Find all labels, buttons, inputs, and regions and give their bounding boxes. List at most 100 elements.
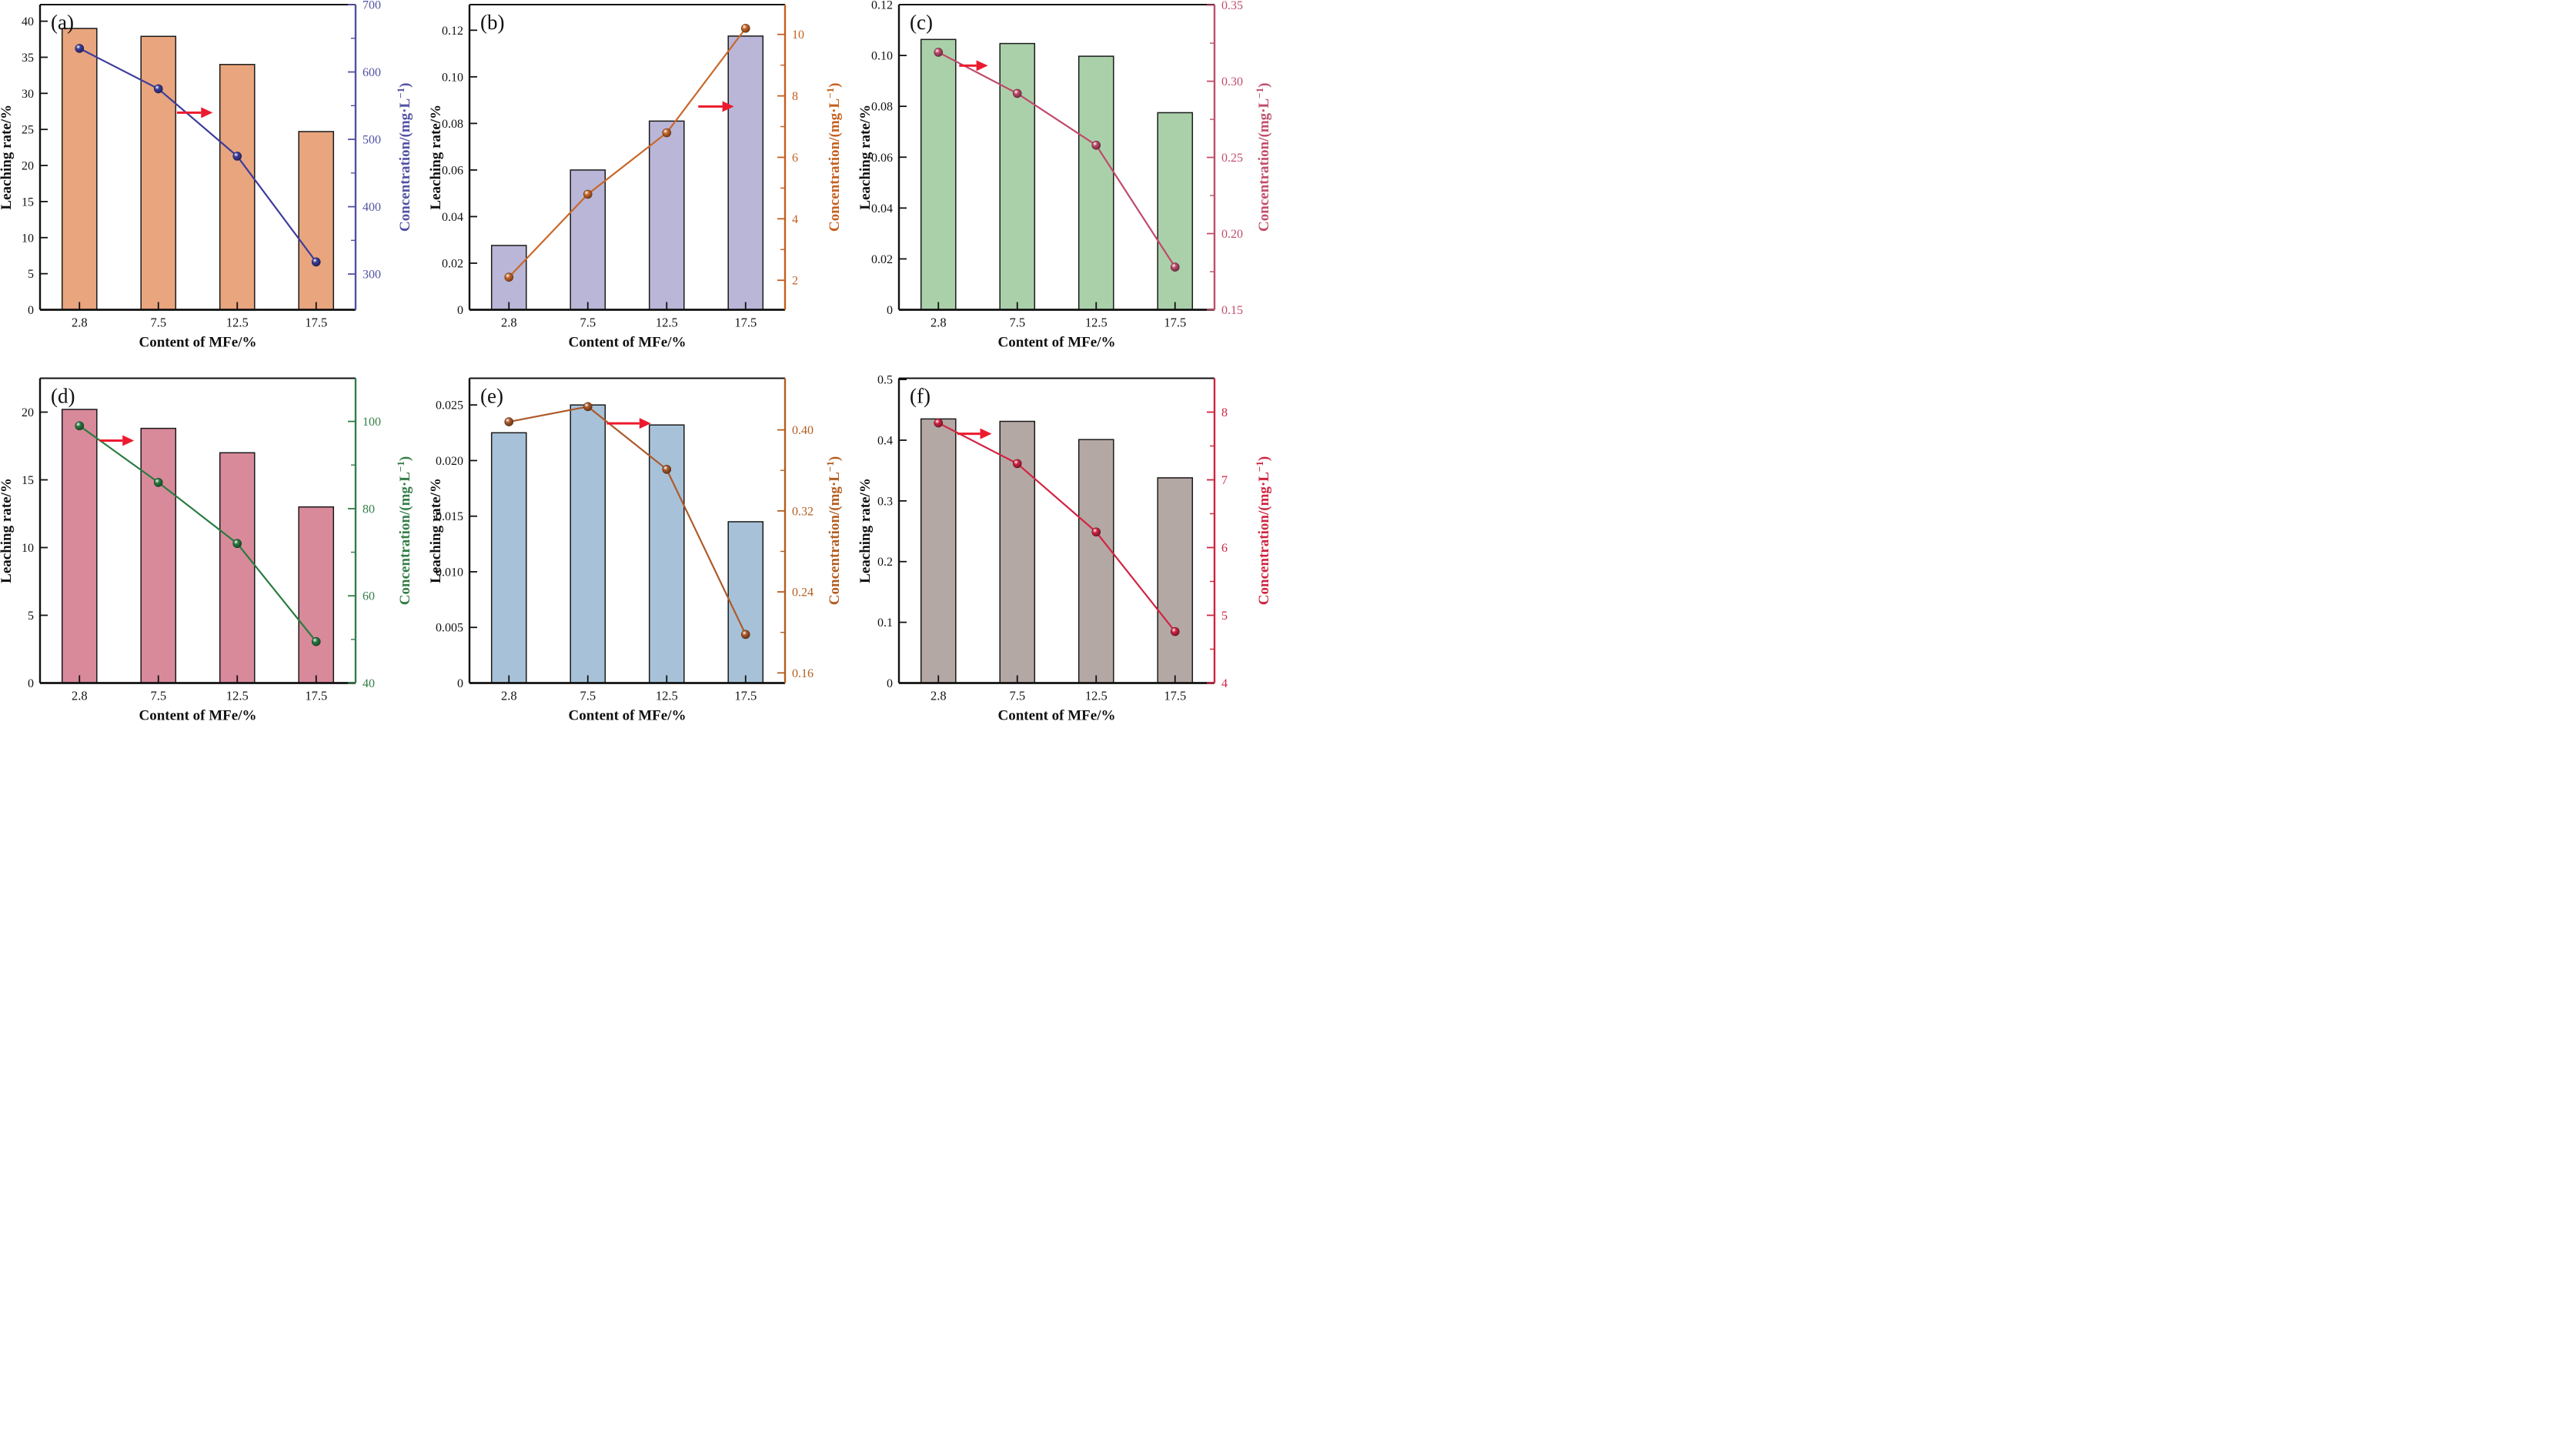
panel-label: (d) — [51, 385, 75, 408]
left-tick-label: 0 — [457, 304, 463, 317]
x-tick-label: 12.5 — [226, 316, 249, 330]
right-tick-label: 5 — [1221, 610, 1228, 623]
x-tick-label: 7.5 — [150, 689, 166, 703]
bar-12.5 — [1078, 439, 1114, 684]
data-point-7.5 — [1012, 89, 1022, 99]
x-tick-label: 7.5 — [580, 316, 596, 330]
right-tick-label: 8 — [1221, 406, 1228, 419]
right-tick-label: 400 — [363, 201, 381, 214]
x-tick-label: 12.5 — [656, 316, 678, 330]
panel-d: 0 5 10 15 20 40 60 80 100 (d) 2.8 7.5 12.5 17.5 Conten… — [0, 363, 429, 726]
left-tick-label: 0.12 — [871, 0, 893, 12]
x-tick-label: 12.5 — [656, 689, 678, 703]
left-tick-label: 15 — [22, 195, 34, 209]
data-point-12.5 — [232, 539, 242, 549]
data-point-17.5 — [740, 630, 750, 640]
right-tick-label: 4 — [1221, 677, 1228, 690]
data-point-17.5 — [311, 636, 321, 646]
chart-panel-b: 0 0.02 0.04 0.06 0.08 0.10 0.12 2 4 6 8 10 (b) 2.8 7.5… — [429, 4, 843, 351]
right-tick-label: 40 — [363, 677, 375, 690]
bar-7.5 — [570, 404, 606, 684]
data-point-12.5 — [232, 152, 242, 161]
trend-line — [508, 28, 747, 278]
left-axis-title: Leaching rate/% — [0, 105, 15, 210]
right-tick-label: 300 — [363, 269, 381, 282]
left-tick-label: 0.02 — [442, 257, 463, 270]
x-tick-label: 17.5 — [305, 689, 327, 703]
x-tick-label: 2.8 — [931, 316, 947, 330]
right-tick-label: 2 — [792, 275, 798, 288]
right-tick-label: 10 — [792, 28, 804, 42]
right-axis-arrow-head — [722, 101, 734, 112]
x-axis-title: Content of MFe/% — [139, 335, 256, 351]
right-tick-label: 0.40 — [792, 424, 814, 437]
left-tick-label: 0.08 — [871, 101, 893, 114]
left-tick-label: 0 — [457, 677, 463, 690]
panel-c: 0 0.02 0.04 0.06 0.08 0.10 0.12 0.15 0.20 0.25 0.3… — [859, 0, 1288, 363]
data-point-12.5 — [662, 128, 672, 138]
left-tick-label: 0.005 — [436, 622, 463, 635]
chart-panel-f: 0 0.1 0.2 0.3 0.4 0.5 4 5 6 7 8 (f) 2.8 7.5 12.5 17.5 Co… — [859, 374, 1272, 724]
left-axis-title: Leaching rate/% — [0, 478, 15, 583]
left-tick-label: 20 — [22, 160, 34, 173]
right-axis-arrow-head — [122, 435, 135, 446]
x-tick-label: 7.5 — [150, 316, 166, 330]
left-tick-label: 30 — [22, 88, 34, 101]
panel-f: 0 0.1 0.2 0.3 0.4 0.5 4 5 6 7 8 (f) 2.8 7.5 12.5 17.5 Co… — [859, 363, 1288, 726]
data-point-17.5 — [311, 257, 321, 267]
right-tick-label: 0.32 — [792, 505, 814, 518]
panel-label: (c) — [910, 11, 933, 34]
right-axis-arrow-head — [201, 107, 213, 119]
bar-7.5 — [999, 420, 1036, 684]
left-tick-label: 0.3 — [877, 495, 893, 508]
left-tick-label: 15 — [22, 474, 34, 487]
bar-12.5 — [1078, 55, 1114, 311]
left-axis-title: Leaching rate/% — [859, 478, 874, 583]
right-tick-label: 60 — [363, 590, 375, 603]
right-tick-label: 8 — [792, 90, 798, 103]
x-axis-title: Content of MFe/% — [997, 335, 1115, 351]
bar-7.5 — [140, 35, 177, 311]
left-tick-label: 0.10 — [871, 50, 893, 63]
bar-12.5 — [219, 452, 256, 684]
panel-e: 0 0.005 0.010 0.015 0.020 0.025 0.16 0.24 0.32 0.… — [429, 363, 859, 726]
data-point-7.5 — [583, 402, 593, 412]
panel-label: (f) — [910, 385, 931, 408]
left-tick-label: 0.10 — [442, 71, 463, 84]
bar-17.5 — [727, 35, 764, 311]
right-tick-label: 0.30 — [1221, 75, 1243, 89]
left-tick-label: 0.06 — [871, 152, 893, 165]
right-tick-label: 80 — [363, 503, 375, 516]
right-tick-label: 0.35 — [1221, 0, 1243, 12]
panel-label: (e) — [480, 385, 503, 408]
data-point-2.8 — [75, 421, 85, 431]
left-tick-label: 10 — [22, 542, 34, 555]
data-point-2.8 — [934, 418, 944, 428]
bar-2.8 — [61, 409, 98, 684]
panel-b: 0 0.02 0.04 0.06 0.08 0.10 0.12 2 4 6 8 10 (b) 2.8 7.5… — [429, 0, 859, 363]
left-tick-label: 0.06 — [442, 164, 463, 177]
right-tick-label: 100 — [363, 416, 381, 429]
right-axis-title: Concentration/(mg·L−1) — [824, 456, 843, 605]
left-axis-title: Leaching rate/% — [429, 478, 444, 583]
x-axis-title: Content of MFe/% — [568, 335, 686, 351]
bar-17.5 — [1157, 477, 1194, 684]
right-tick-label: 6 — [1221, 542, 1228, 555]
x-tick-label: 12.5 — [226, 689, 249, 703]
right-tick-label: 0.16 — [792, 667, 814, 680]
x-tick-label: 2.8 — [501, 316, 517, 330]
left-tick-label: 0.010 — [436, 566, 463, 579]
left-tick-label: 0.015 — [436, 510, 463, 523]
chart-panel-c: 0 0.02 0.04 0.06 0.08 0.10 0.12 0.15 0.20 0.25 0.3… — [859, 0, 1272, 351]
x-tick-label: 17.5 — [1164, 316, 1186, 330]
left-tick-label: 0.04 — [442, 211, 463, 224]
data-point-7.5 — [153, 84, 163, 94]
left-tick-label: 0 — [28, 677, 34, 690]
left-tick-label: 10 — [22, 232, 34, 245]
data-point-17.5 — [1170, 262, 1180, 272]
bar-12.5 — [648, 424, 685, 684]
right-axis-title: Concentration/(mg·L−1) — [824, 83, 843, 232]
data-point-17.5 — [740, 23, 750, 33]
x-tick-label: 7.5 — [1009, 689, 1025, 703]
left-tick-label: 0 — [887, 304, 893, 317]
